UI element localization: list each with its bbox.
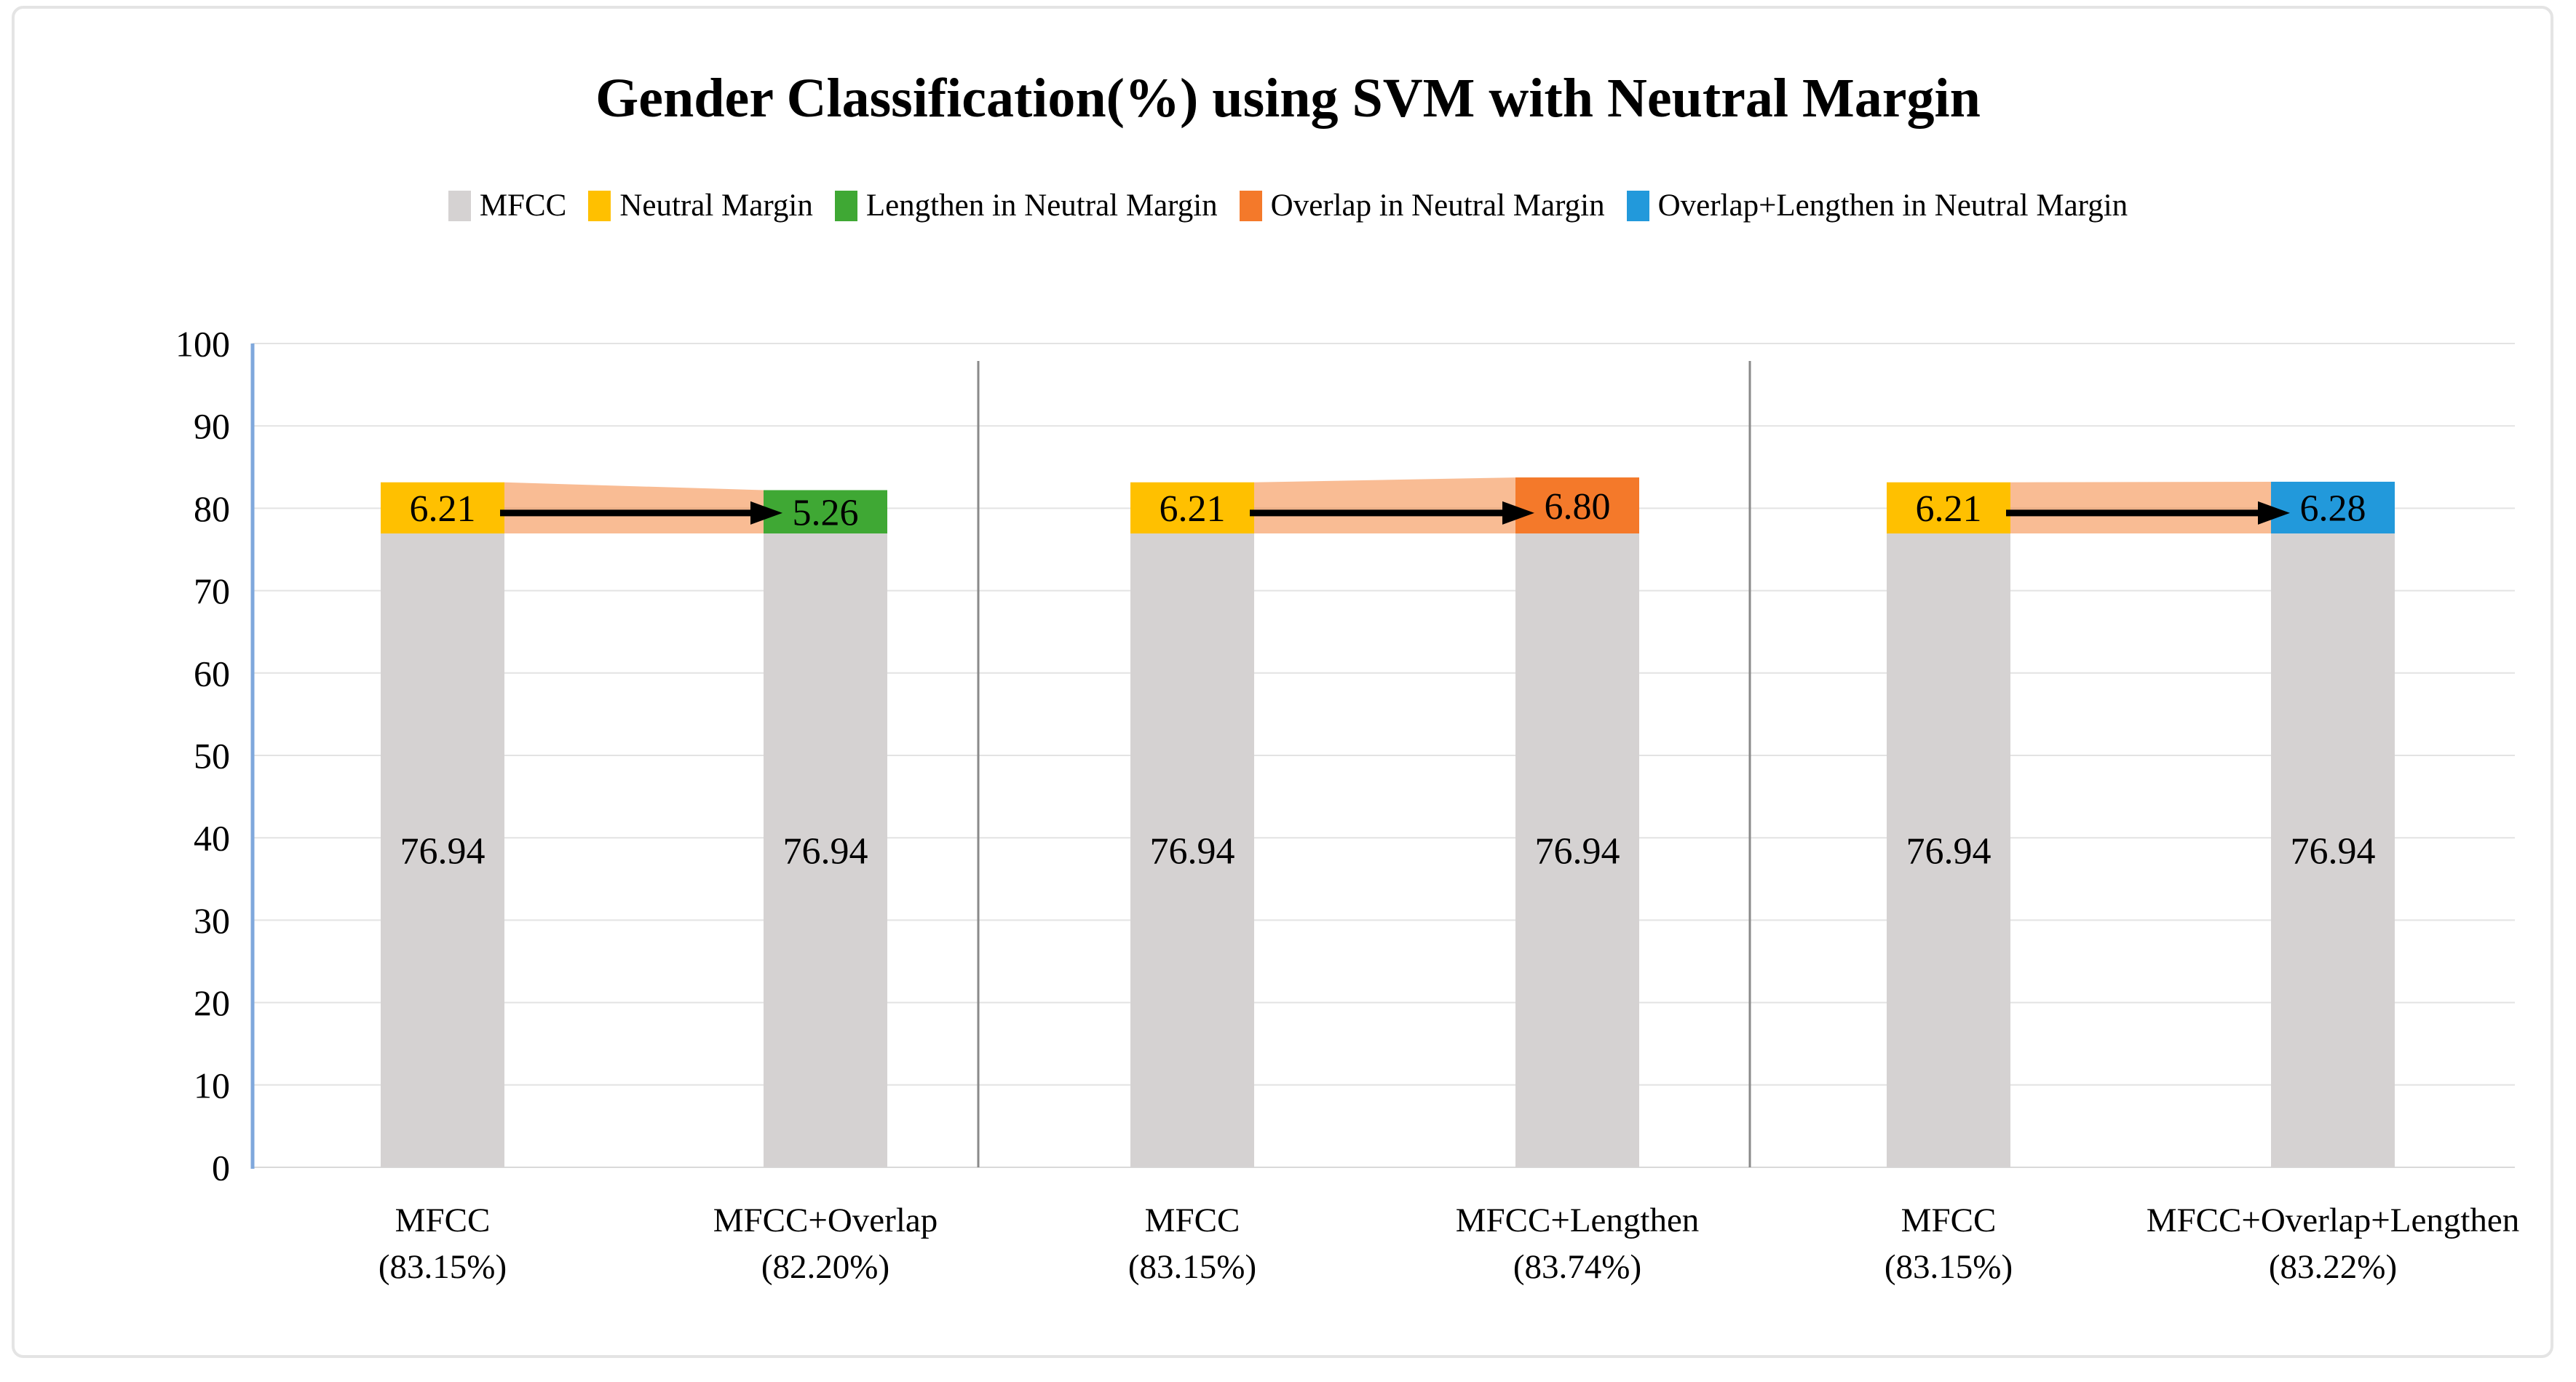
segment-value-label: 6.21 (1160, 488, 1226, 530)
segment-value-label: 6.28 (2300, 488, 2366, 530)
base-value-label: 76.94 (783, 831, 868, 873)
legend-swatch (1239, 190, 1262, 221)
segment-value-label: 6.21 (1916, 488, 1982, 530)
y-tick-label: 20 (194, 982, 230, 1023)
x-category-note: (83.15%) (1885, 1248, 2013, 1286)
legend-item: Lengthen in Neutral Margin (834, 188, 1218, 223)
segment-value-label: 6.21 (410, 488, 476, 530)
bar-segment-top (381, 482, 504, 534)
y-axis-tick-labels: 0 10 20 30 40 50 60 70 80 90 100 (175, 324, 230, 1188)
legend-swatch (1626, 190, 1649, 221)
bar-segment-base (764, 533, 887, 1167)
x-category-note: (82.20%) (761, 1248, 889, 1286)
legend-item: Neutral Margin (588, 188, 813, 223)
base-value-label: 76.94 (1906, 831, 1992, 873)
x-category-note: (83.22%) (2269, 1248, 2397, 1286)
transition-arrow-head (2258, 501, 2290, 525)
y-tick-label: 80 (194, 488, 230, 529)
legend-label: Overlap in Neutral Margin (1270, 188, 1605, 223)
x-category-label: MFCC+Overlap (713, 1202, 938, 1239)
legend-label: Overlap+Lengthen in Neutral Margin (1657, 188, 2128, 223)
legend-swatch (448, 190, 471, 221)
bar-segment-base (1515, 533, 1639, 1167)
bar-segment-top (764, 490, 887, 534)
base-value-label: 76.94 (1535, 831, 1620, 873)
value-labels: 6.21 76.94 5.26 76.94 6.21 76.94 6.80 76.94 6.21… (400, 486, 2376, 873)
x-axis-labels: MFCC (83.15%) MFCC+Overlap (82.20%) MFCC (83.… (379, 1202, 2519, 1286)
y-tick-label: 100 (175, 324, 230, 365)
connector-band (1254, 477, 1515, 534)
x-category-note: (83.74%) (1513, 1248, 1641, 1286)
bar-segment-top (1130, 482, 1254, 534)
base-value-label: 76.94 (1150, 831, 1235, 873)
x-category-label: MFCC (1901, 1202, 1997, 1239)
y-tick-label: 40 (194, 818, 230, 859)
y-tick-label: 30 (194, 900, 230, 941)
y-tick-label: 50 (194, 736, 230, 777)
bars (381, 477, 2395, 1167)
bar-segment-top (1887, 482, 2010, 534)
legend-label: MFCC (479, 188, 567, 223)
bar-segment-base (2271, 533, 2395, 1167)
chart-title: Gender Classification(%) using SVM with … (595, 68, 1981, 129)
y-tick-label: 70 (194, 571, 230, 611)
y-tick-label: 90 (194, 406, 230, 447)
legend-swatch (834, 190, 857, 221)
y-tick-label: 60 (194, 653, 230, 694)
chart-legend: MFCC Neutral Margin Lengthen in Neutral Ma… (0, 188, 2576, 223)
transition-arrow-head (750, 501, 782, 525)
x-category-note: (83.15%) (1128, 1248, 1256, 1286)
y-tick-label: 10 (194, 1065, 230, 1105)
connector-band (2010, 481, 2271, 534)
bar-segment-top (2271, 481, 2395, 534)
x-category-label: MFCC (1145, 1202, 1240, 1239)
bar-segment-base (1130, 533, 1254, 1167)
legend-item: Overlap in Neutral Margin (1239, 188, 1605, 223)
legend-swatch (588, 190, 611, 221)
legend-label: Lengthen in Neutral Margin (865, 188, 1218, 223)
transition-arrow-head (1502, 501, 1534, 525)
legend-item: MFCC (448, 188, 567, 223)
legend-item: Overlap+Lengthen in Neutral Margin (1626, 188, 2128, 223)
segment-value-label: 5.26 (793, 492, 859, 533)
x-category-label: MFCC (395, 1202, 491, 1239)
bar-segment-base (381, 533, 504, 1167)
y-tick-label: 0 (212, 1148, 230, 1188)
x-category-label: MFCC+Overlap+Lengthen (2147, 1202, 2520, 1239)
base-value-label: 76.94 (400, 831, 486, 873)
segment-value-label: 6.80 (1545, 486, 1611, 528)
gridlines (253, 343, 2515, 1168)
bar-segment-base (1887, 533, 2010, 1167)
x-category-note: (83.15%) (379, 1248, 507, 1286)
bar-segment-top (1515, 477, 1639, 534)
x-category-label: MFCC+Lengthen (1456, 1202, 1700, 1239)
connector-band (504, 482, 764, 534)
base-value-label: 76.94 (2291, 831, 2376, 873)
legend-label: Neutral Margin (619, 188, 813, 223)
